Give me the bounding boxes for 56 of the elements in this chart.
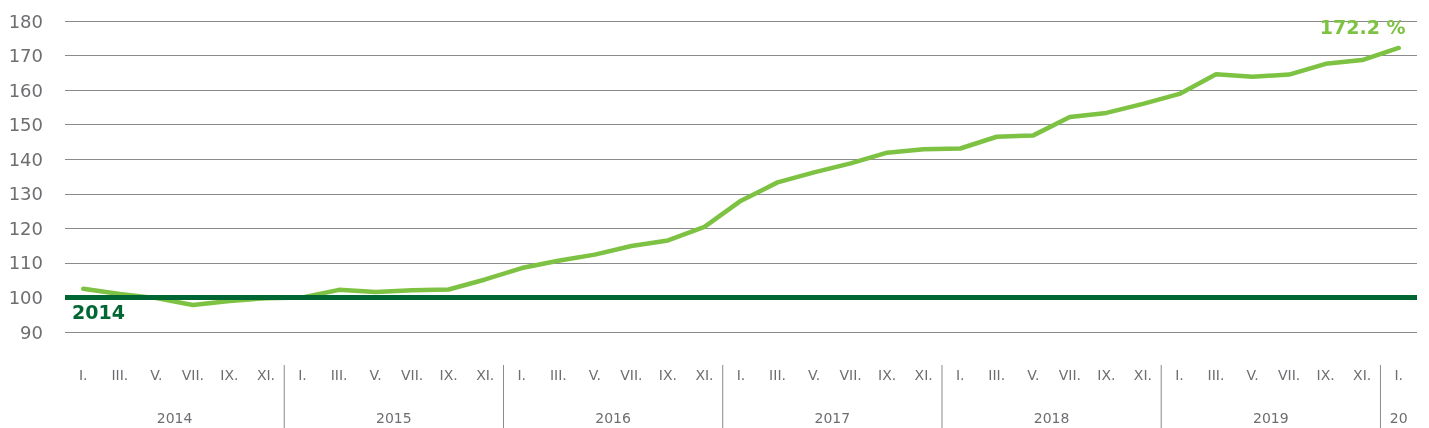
x-tick-label: VII. bbox=[1058, 367, 1082, 383]
text: 2019 bbox=[1253, 410, 1289, 426]
y-tick-label: 160 bbox=[8, 79, 43, 101]
x-tick-label: IX. bbox=[1097, 367, 1116, 383]
x-tick-label: IX. bbox=[878, 367, 897, 383]
text: 2018 bbox=[1033, 410, 1070, 426]
x-tick-label: V. bbox=[807, 367, 821, 383]
x-tick-label: V. bbox=[588, 367, 601, 383]
x-tick-label: XI. bbox=[914, 367, 933, 383]
text: 2017 bbox=[814, 410, 851, 426]
text: 2015 bbox=[376, 410, 412, 426]
x-tick-label: I. bbox=[517, 367, 527, 383]
y-tick-label: 110 bbox=[8, 252, 43, 274]
x-tick-label: III. bbox=[330, 367, 348, 383]
x-tick-label: I. bbox=[78, 367, 88, 383]
x-tick-label: VII. bbox=[839, 367, 862, 383]
x-tick-label: III. bbox=[111, 367, 129, 383]
y-tick-label: 90 bbox=[20, 321, 43, 343]
y-tick-label: 140 bbox=[8, 148, 43, 170]
x-tick-label: III. bbox=[988, 367, 1006, 383]
x-tick-label: XI. bbox=[476, 367, 495, 383]
y-tick-label: 180 bbox=[8, 10, 43, 32]
y-tick-label: 100 bbox=[8, 286, 43, 308]
y-tick-label: 170 bbox=[8, 45, 43, 67]
y-tick-label: 130 bbox=[8, 183, 43, 205]
data-label: 172.2 % bbox=[1319, 16, 1406, 39]
x-tick-label: IX. bbox=[1316, 367, 1335, 383]
x-tick-label: XI. bbox=[1353, 367, 1372, 383]
x-tick-label: I. bbox=[955, 367, 965, 383]
x-tick-label: V. bbox=[369, 367, 382, 383]
x-tick-label: VII. bbox=[1277, 367, 1301, 383]
x-tick-label: IX. bbox=[220, 367, 239, 383]
x-tick-label: VII. bbox=[181, 367, 205, 383]
x-tick-label: I. bbox=[1394, 367, 1404, 383]
x-tick-label: VII. bbox=[400, 367, 424, 383]
x-tick-label: V. bbox=[1027, 367, 1040, 383]
x-tick-label: V. bbox=[1246, 367, 1259, 383]
annotation: 2014 bbox=[72, 300, 125, 323]
text: 2014 bbox=[156, 410, 193, 426]
x-tick-label: XI. bbox=[1133, 367, 1153, 383]
x-tick-label: III. bbox=[769, 367, 786, 383]
y-tick-label: 120 bbox=[8, 217, 43, 239]
x-tick-label: III. bbox=[1207, 367, 1225, 383]
x-tick-label: I. bbox=[298, 367, 307, 383]
x-tick-label: VII. bbox=[620, 367, 643, 383]
x-tick-label: I. bbox=[736, 367, 746, 383]
x-tick-label: I. bbox=[1175, 367, 1184, 383]
text: 20 bbox=[1389, 410, 1408, 426]
x-tick-label: XI. bbox=[256, 367, 276, 383]
x-tick-label: V. bbox=[150, 367, 163, 383]
y-tick-label: 150 bbox=[8, 114, 43, 136]
x-tick-label: IX. bbox=[658, 367, 677, 383]
x-tick-label: XI. bbox=[695, 367, 714, 383]
x-tick-label: IX. bbox=[439, 367, 458, 383]
text: 2016 bbox=[595, 410, 632, 426]
x-tick-label: III. bbox=[549, 367, 567, 383]
